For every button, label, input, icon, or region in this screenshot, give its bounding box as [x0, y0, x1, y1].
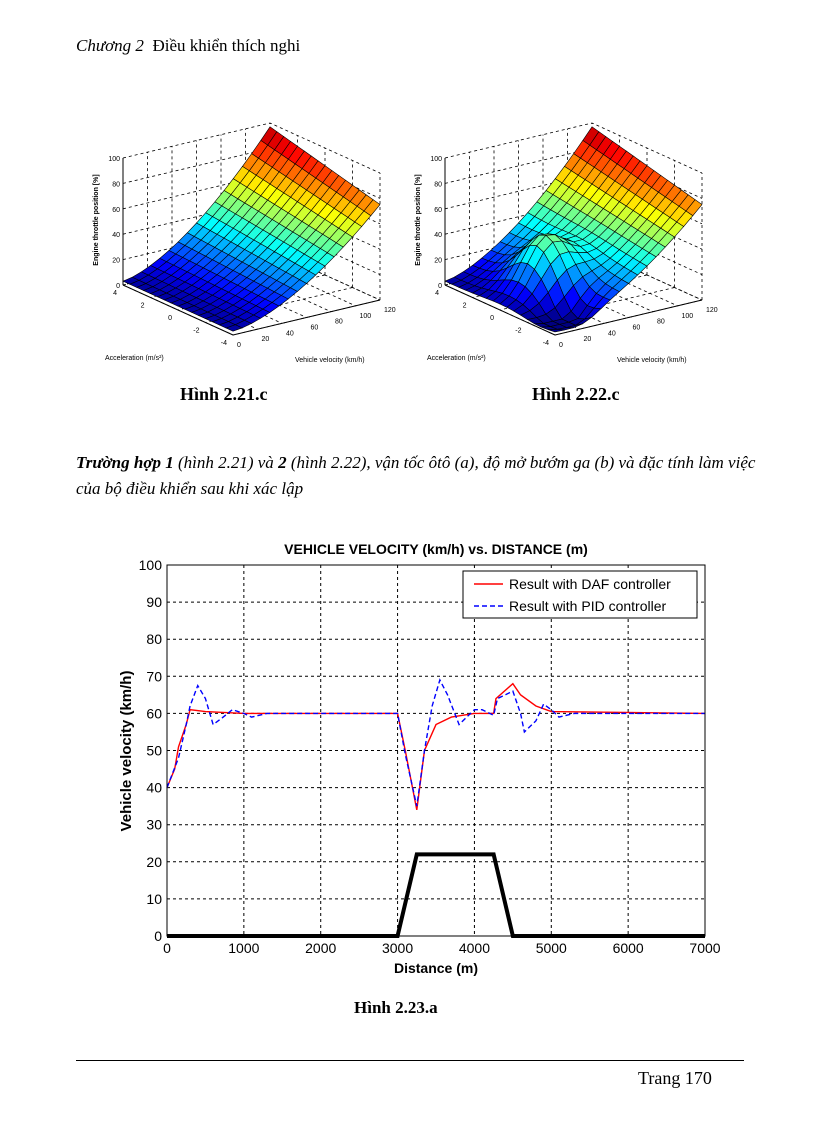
x-tick-label: 4000 — [459, 940, 490, 956]
accel-axis-label: Acceleration (m/s²) — [105, 355, 164, 362]
legend-label: Result with DAF controller — [509, 576, 671, 592]
z-tick-label: 60 — [434, 207, 442, 214]
accel-tick-label: 2 — [463, 303, 467, 310]
z-tick-label: 100 — [108, 156, 120, 163]
chapter-label: Chương 2 — [76, 36, 144, 55]
velocity-tick-label: 40 — [286, 330, 294, 337]
velocity-tick-label: 60 — [311, 325, 319, 332]
legend-label: Result with PID controller — [509, 598, 667, 614]
z-tick-label: 20 — [112, 258, 120, 265]
accel-tick-label: 0 — [168, 315, 172, 322]
chapter-title: Điều khiển thích nghi — [152, 36, 301, 55]
z-tick-label: 20 — [434, 258, 442, 265]
y-tick-label: 10 — [146, 891, 162, 907]
velocity-axis — [554, 299, 703, 336]
z-tick-label: 100 — [430, 156, 442, 163]
velocity-axis — [232, 299, 381, 336]
accel-tick-label: -4 — [543, 340, 549, 347]
x-tick-label: 1000 — [228, 940, 259, 956]
accel-tick-label: -4 — [221, 340, 227, 347]
accel-tick-label: 2 — [141, 303, 145, 310]
z-tick-label: 60 — [112, 207, 120, 214]
case1-ref: (hình 2.21) và — [173, 453, 279, 472]
accel-tick-label: -2 — [193, 328, 199, 335]
accel-axis — [122, 284, 234, 336]
z-tick-label: 0 — [116, 283, 120, 290]
y-tick-label: 60 — [146, 705, 162, 721]
velocity-distance-chart: 0 1000 2000 3000 4000 5000 6000 7000 0 10 20 30 40 50… — [118, 541, 721, 976]
y-tick-label: 0 — [154, 928, 162, 944]
accel-tick-label: 0 — [490, 315, 494, 322]
accel-axis — [444, 284, 556, 336]
z-tick-label: 0 — [438, 283, 442, 290]
velocity-tick-label: 80 — [335, 319, 343, 326]
velocity-axis-label: Vehicle velocity (km/h) — [617, 357, 687, 364]
z-tick-label: 40 — [112, 232, 120, 239]
velocity-tick-label: 120 — [384, 307, 396, 314]
pid-series-line — [166, 678, 705, 807]
legend-box — [462, 570, 698, 619]
velocity-tick-label: 80 — [657, 319, 665, 326]
x-tick-label: 3000 — [382, 940, 413, 956]
case1: Trường hợp 1 — [76, 453, 174, 472]
x-tick-label: 0 — [163, 940, 171, 956]
surface-patch — [548, 329, 565, 333]
z-axis-label: Engine throttle position [%] — [93, 174, 100, 265]
accel-tick-label: 4 — [113, 290, 117, 297]
y-axis-label: Vehicle velocity (km/h) — [118, 671, 135, 832]
plot-frame — [166, 564, 706, 937]
velocity-tick-label: 100 — [682, 313, 694, 320]
velocity-tick-label: 100 — [360, 313, 372, 320]
velocity-tick-label: 40 — [608, 330, 616, 337]
y-tick-label: 30 — [146, 817, 162, 833]
velocity-tick-label: 0 — [559, 342, 563, 349]
case2: 2 — [278, 453, 287, 472]
figure-caption-2-21: Hình 2.21.c — [180, 384, 268, 404]
x-tick-label: 7000 — [689, 940, 720, 956]
velocity-tick-label: 120 — [706, 307, 718, 314]
grid-line — [205, 287, 353, 323]
y-tick-label: 100 — [139, 557, 163, 573]
plot-area — [167, 565, 705, 936]
footer-rule — [76, 1060, 744, 1061]
z-tick-label: 40 — [434, 232, 442, 239]
velocity-axis-label: Vehicle velocity (km/h) — [295, 357, 365, 364]
x-tick-label: 2000 — [305, 940, 336, 956]
case2-ref: (hình 2.22), vận tốc ôtô (a), độ mở bướm… — [76, 453, 756, 498]
figure-caption-2-22: Hình 2.22.c — [532, 384, 620, 404]
velocity-tick-label: 0 — [237, 342, 241, 349]
page-header: Chương 2 Điều khiển thích nghi — [76, 36, 300, 56]
accel-tick-label: 4 — [435, 290, 439, 297]
x-axis-label: Distance (m) — [394, 960, 478, 976]
y-tick-label: 20 — [146, 854, 162, 870]
surface-patch — [225, 324, 243, 332]
z-axis-label: Engine throttle position [%] — [415, 174, 422, 265]
y-tick-label: 70 — [146, 668, 162, 684]
y-tick-label: 80 — [146, 631, 162, 647]
velocity-tick-label: 20 — [262, 336, 270, 343]
y-tick-label: 40 — [146, 780, 162, 796]
accel-axis-label: Acceleration (m/s²) — [427, 355, 486, 362]
page-number: Trang 170 — [638, 1068, 712, 1088]
y-tick-label: 90 — [146, 594, 162, 610]
x-tick-label: 5000 — [536, 940, 567, 956]
z-tick-label: 80 — [112, 181, 120, 188]
accel-tick-label: -2 — [515, 328, 521, 335]
velocity-tick-label: 20 — [584, 336, 592, 343]
x-tick-label: 6000 — [613, 940, 644, 956]
z-tick-label: 80 — [434, 181, 442, 188]
figure-description: Trường hợp 1 (hình 2.21) và 2 (hình 2.22… — [76, 450, 756, 502]
chart-title: VEHICLE VELOCITY (km/h) vs. DISTANCE (m) — [284, 541, 588, 557]
figure-caption-2-23: Hình 2.23.a — [354, 998, 438, 1017]
velocity-tick-label: 60 — [633, 325, 641, 332]
grid-line — [527, 287, 675, 323]
y-tick-label: 50 — [146, 743, 162, 759]
